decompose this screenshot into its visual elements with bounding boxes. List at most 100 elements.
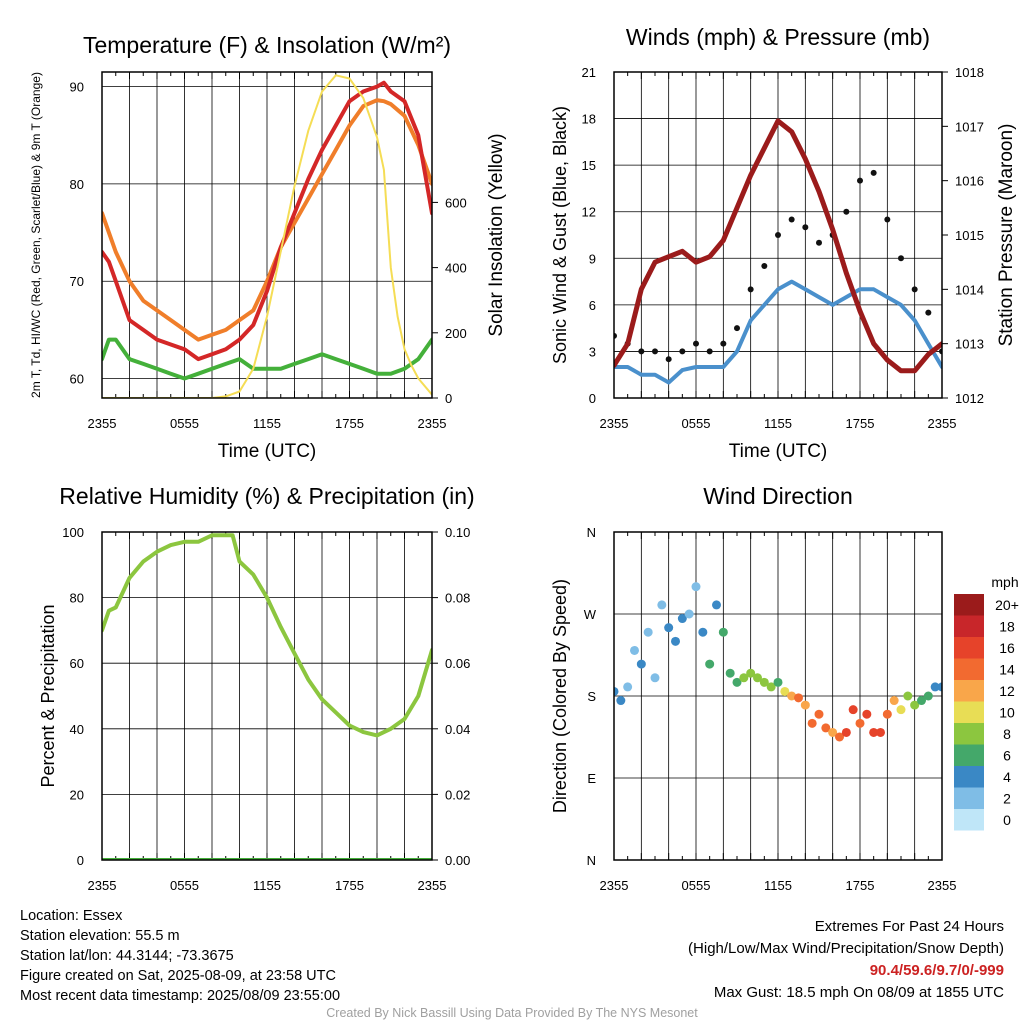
direction-point	[923, 691, 933, 701]
direction-point	[753, 673, 762, 683]
direction-point	[869, 727, 879, 737]
data-point	[706, 348, 713, 355]
legend-swatch	[954, 809, 984, 831]
station-elevation: Station elevation: 55.5 m	[20, 928, 180, 944]
data-point	[857, 177, 863, 184]
direction-point	[650, 673, 660, 683]
data-point	[816, 239, 822, 246]
data-point	[802, 224, 809, 231]
y2-tick-label: 0.06	[445, 656, 470, 671]
direction-point	[732, 677, 742, 687]
data-point	[925, 309, 932, 316]
legend-label: 12	[999, 683, 1015, 699]
series-line	[102, 98, 432, 342]
legend-label: 18	[999, 619, 1015, 635]
y-tick-label: S	[587, 689, 596, 704]
legend-label: 8	[1003, 726, 1011, 742]
legend-label: 20+	[995, 597, 1019, 613]
y-tick-label: E	[587, 771, 596, 786]
x-tick-label: 2355	[600, 416, 629, 431]
y2-tick-label: 1016	[955, 174, 984, 189]
legend-swatch	[954, 637, 984, 659]
series-line	[614, 279, 942, 385]
legend-swatch	[954, 594, 984, 616]
y-tick-label: 15	[582, 158, 596, 173]
legend-label: 2	[1003, 791, 1011, 807]
data-point	[898, 255, 904, 262]
y-tick-label: 80	[70, 177, 84, 192]
extremes-values: 90.4/59.6/9.7/0/-999	[869, 962, 1004, 979]
x-tick-label: 0555	[682, 416, 711, 431]
y-tick-label: 70	[70, 274, 84, 289]
chart-title: Winds (mph) & Pressure (mb)	[626, 24, 930, 50]
y2-tick-label: 1018	[955, 65, 984, 80]
legend-swatch	[954, 723, 984, 745]
x-tick-label: 1155	[253, 416, 281, 431]
y-tick-label: 0	[77, 853, 84, 868]
y2-tick-label: 0.08	[445, 591, 470, 606]
direction-point	[739, 673, 749, 683]
direction-point	[807, 718, 817, 728]
direction-point	[835, 732, 844, 742]
y-tick-label: 18	[582, 112, 596, 127]
direction-point	[910, 700, 920, 710]
direction-point	[814, 709, 824, 719]
direction-point	[643, 627, 653, 637]
x-tick-label: 2355	[88, 878, 117, 893]
max-gust: Max Gust: 18.5 mph On 08/09 at 1855 UTC	[713, 984, 1004, 1001]
x-tick-label: 2355	[928, 416, 957, 431]
y-tick-label: 9	[589, 251, 596, 266]
x-tick-label: 1755	[846, 416, 875, 431]
direction-point	[821, 723, 831, 733]
series-line	[102, 533, 432, 738]
x-tick-label: 0555	[170, 878, 199, 893]
direction-point	[903, 691, 913, 701]
data-point	[693, 340, 699, 347]
legend-swatch	[954, 680, 984, 702]
direction-point	[616, 696, 626, 706]
direction-point	[677, 614, 687, 624]
y-tick-label: 100	[62, 525, 84, 540]
legend-label: 10	[999, 705, 1015, 721]
data-point	[747, 286, 754, 293]
extremes-box: Extremes For Past 24 Hours (High/Low/Max…	[688, 916, 1004, 1004]
y2-tick-label: 0.04	[445, 722, 470, 737]
x-tick-label: 2355	[418, 416, 447, 431]
legend-label: 0	[1003, 812, 1011, 828]
direction-point	[623, 682, 633, 692]
direction-point	[630, 645, 639, 655]
y-tick-label: N	[587, 525, 596, 540]
data-point	[679, 348, 686, 355]
y-tick-label: 6	[589, 298, 596, 313]
direction-point	[691, 582, 701, 592]
recent-timestamp: Most recent data timestamp: 2025/08/09 2…	[20, 988, 341, 1004]
direction-point	[896, 705, 906, 715]
x-tick-label: 1155	[764, 416, 792, 431]
chart-title: Wind Direction	[703, 483, 853, 509]
x-tick-label: 0555	[682, 878, 711, 893]
direction-point	[657, 600, 667, 610]
direction-point	[841, 727, 851, 737]
direction-point	[766, 682, 776, 692]
direction-point	[800, 700, 810, 710]
chart-title: Temperature (F) & Insolation (W/m²)	[83, 32, 451, 58]
station-latlon: Station lat/lon: 44.3144; -73.3675	[20, 948, 234, 964]
direction-point	[794, 693, 803, 703]
data-point	[911, 286, 918, 293]
direction-point	[937, 682, 942, 692]
y-tick-label: N	[587, 853, 596, 868]
y2-axis-label: Solar Insolation (Yellow)	[486, 133, 507, 336]
credit-line: Created By Nick Bassill Using Data Provi…	[326, 1006, 698, 1020]
direction-point	[664, 623, 674, 633]
direction-point	[746, 668, 756, 678]
legend-swatch	[954, 701, 984, 723]
y2-tick-label: 0.02	[445, 787, 470, 802]
legend-label: 4	[1003, 769, 1011, 785]
direction-point	[684, 609, 694, 619]
direction-point	[787, 691, 797, 701]
series-line	[102, 80, 432, 362]
y2-tick-label: 1017	[955, 119, 984, 134]
direction-point	[862, 709, 872, 719]
direction-point	[917, 696, 926, 706]
